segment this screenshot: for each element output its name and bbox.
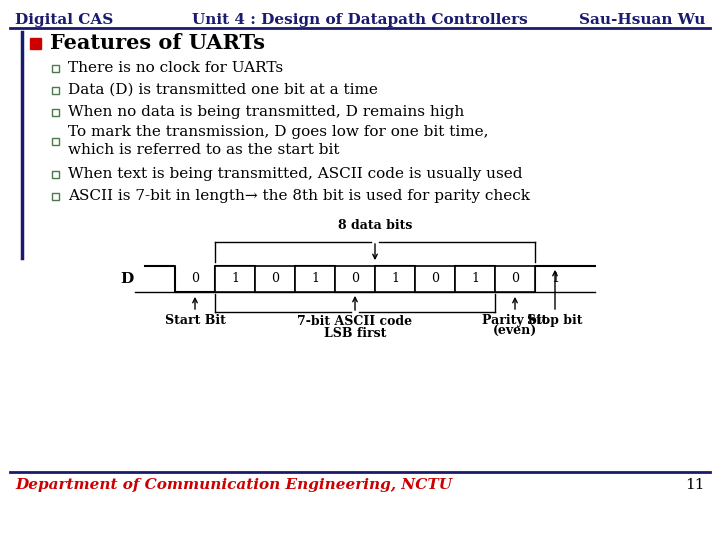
Text: (even): (even) — [493, 325, 537, 338]
Text: 0: 0 — [271, 273, 279, 286]
Text: Department of Communication Engineering, NCTU: Department of Communication Engineering,… — [15, 478, 452, 492]
Text: 8 data bits: 8 data bits — [338, 219, 412, 232]
FancyBboxPatch shape — [52, 193, 59, 200]
Text: 1: 1 — [471, 273, 479, 286]
Text: Data (D) is transmitted one bit at a time: Data (D) is transmitted one bit at a tim… — [68, 83, 378, 97]
Text: There is no clock for UARTs: There is no clock for UARTs — [68, 61, 283, 75]
FancyBboxPatch shape — [52, 87, 59, 94]
Text: Sau-Hsuan Wu: Sau-Hsuan Wu — [579, 13, 705, 27]
Text: ASCII is 7-bit in length→ the 8th bit is used for parity check: ASCII is 7-bit in length→ the 8th bit is… — [68, 189, 530, 203]
FancyBboxPatch shape — [52, 171, 59, 178]
Text: 0: 0 — [351, 273, 359, 286]
Text: Unit 4 : Design of Datapath Controllers: Unit 4 : Design of Datapath Controllers — [192, 13, 528, 27]
Text: which is referred to as the start bit: which is referred to as the start bit — [68, 143, 340, 157]
Bar — [215, 266, 255, 292]
Bar — [455, 266, 495, 292]
Text: 1: 1 — [231, 273, 239, 286]
Text: 11: 11 — [685, 478, 705, 492]
Text: D: D — [120, 272, 134, 286]
FancyBboxPatch shape — [30, 38, 41, 49]
Text: 1: 1 — [311, 273, 319, 286]
Bar — [335, 266, 375, 292]
Text: When text is being transmitted, ASCII code is usually used: When text is being transmitted, ASCII co… — [68, 167, 523, 181]
Text: When no data is being transmitted, D remains high: When no data is being transmitted, D rem… — [68, 105, 464, 119]
FancyBboxPatch shape — [52, 65, 59, 72]
Bar — [255, 266, 295, 292]
Text: Stop bit: Stop bit — [527, 314, 582, 327]
Text: 7-bit ASCII code: 7-bit ASCII code — [297, 315, 413, 328]
Text: 0: 0 — [511, 273, 519, 286]
Bar — [415, 266, 455, 292]
Text: Digital CAS: Digital CAS — [15, 13, 113, 27]
Text: Features of UARTs: Features of UARTs — [50, 33, 265, 53]
Bar — [375, 266, 415, 292]
Text: 0: 0 — [431, 273, 439, 286]
Text: To mark the transmission, D goes low for one bit time,: To mark the transmission, D goes low for… — [68, 125, 488, 139]
Bar — [495, 266, 535, 292]
Text: Start Bit: Start Bit — [165, 314, 225, 327]
Text: LSB first: LSB first — [324, 327, 386, 340]
FancyBboxPatch shape — [52, 138, 59, 145]
Text: 1: 1 — [551, 273, 559, 286]
Text: 0: 0 — [191, 273, 199, 286]
FancyBboxPatch shape — [52, 109, 59, 116]
Text: 1: 1 — [391, 273, 399, 286]
Bar — [295, 266, 335, 292]
Text: Parity bit: Parity bit — [482, 314, 548, 327]
